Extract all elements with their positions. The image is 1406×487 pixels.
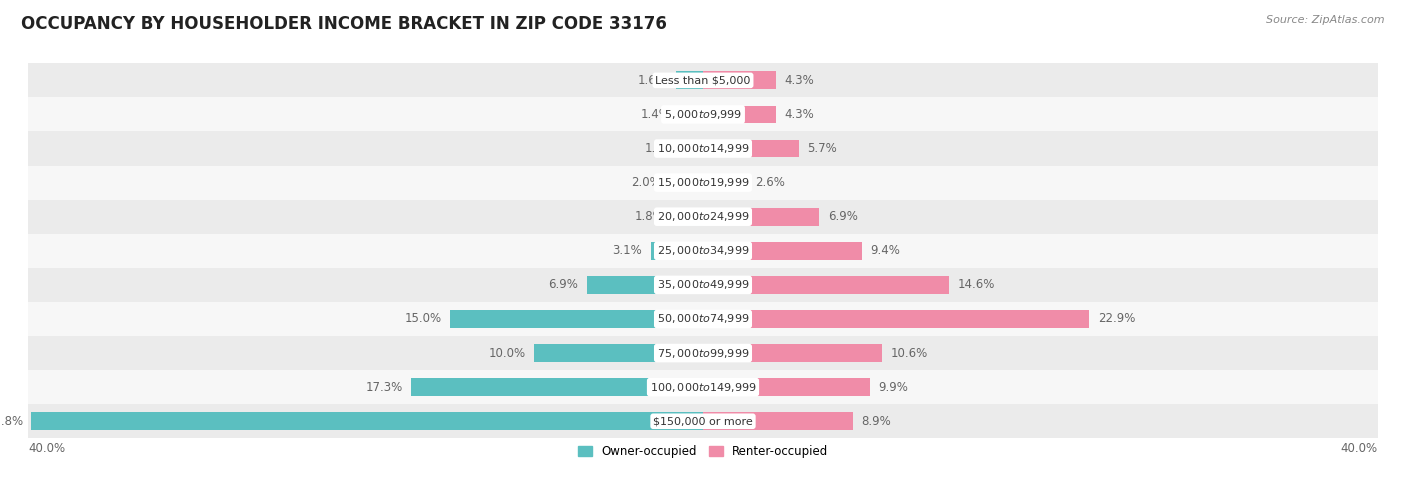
Text: 15.0%: 15.0% bbox=[405, 313, 441, 325]
Text: $20,000 to $24,999: $20,000 to $24,999 bbox=[657, 210, 749, 223]
Text: 2.6%: 2.6% bbox=[755, 176, 785, 189]
Bar bbox=[28, 404, 1378, 438]
Bar bbox=[679, 106, 703, 123]
Text: 6.9%: 6.9% bbox=[548, 279, 578, 291]
Bar bbox=[703, 72, 776, 89]
Legend: Owner-occupied, Renter-occupied: Owner-occupied, Renter-occupied bbox=[572, 440, 834, 462]
Bar bbox=[703, 276, 949, 294]
Bar bbox=[28, 200, 1378, 234]
Bar bbox=[534, 344, 703, 362]
Bar bbox=[703, 242, 862, 260]
Bar bbox=[683, 140, 703, 157]
Text: 1.8%: 1.8% bbox=[634, 210, 664, 223]
Text: $35,000 to $49,999: $35,000 to $49,999 bbox=[657, 279, 749, 291]
Text: 9.9%: 9.9% bbox=[879, 381, 908, 393]
Bar bbox=[703, 344, 882, 362]
Bar bbox=[672, 208, 703, 225]
Bar bbox=[651, 242, 703, 260]
Bar bbox=[586, 276, 703, 294]
Text: 39.8%: 39.8% bbox=[0, 415, 22, 428]
Bar bbox=[28, 234, 1378, 268]
Text: $75,000 to $99,999: $75,000 to $99,999 bbox=[657, 347, 749, 359]
Bar bbox=[28, 302, 1378, 336]
Text: $150,000 or more: $150,000 or more bbox=[654, 416, 752, 426]
Bar bbox=[28, 166, 1378, 200]
Text: 14.6%: 14.6% bbox=[957, 279, 995, 291]
Text: 3.1%: 3.1% bbox=[613, 244, 643, 257]
Text: 6.9%: 6.9% bbox=[828, 210, 858, 223]
Text: 17.3%: 17.3% bbox=[366, 381, 402, 393]
Text: 1.2%: 1.2% bbox=[644, 142, 675, 155]
Text: 22.9%: 22.9% bbox=[1098, 313, 1135, 325]
Text: $100,000 to $149,999: $100,000 to $149,999 bbox=[650, 381, 756, 393]
Bar bbox=[703, 378, 870, 396]
Bar bbox=[411, 378, 703, 396]
Text: 5.7%: 5.7% bbox=[807, 142, 838, 155]
Text: $5,000 to $9,999: $5,000 to $9,999 bbox=[664, 108, 742, 121]
Bar bbox=[669, 174, 703, 191]
Bar bbox=[703, 140, 799, 157]
Text: $10,000 to $14,999: $10,000 to $14,999 bbox=[657, 142, 749, 155]
Text: 9.4%: 9.4% bbox=[870, 244, 900, 257]
Bar bbox=[28, 268, 1378, 302]
Text: 40.0%: 40.0% bbox=[1341, 442, 1378, 455]
Text: 1.6%: 1.6% bbox=[638, 74, 668, 87]
Bar bbox=[28, 131, 1378, 166]
Text: 4.3%: 4.3% bbox=[785, 108, 814, 121]
Text: 1.4%: 1.4% bbox=[641, 108, 671, 121]
Bar bbox=[703, 310, 1090, 328]
Text: OCCUPANCY BY HOUSEHOLDER INCOME BRACKET IN ZIP CODE 33176: OCCUPANCY BY HOUSEHOLDER INCOME BRACKET … bbox=[21, 15, 666, 33]
Bar bbox=[28, 336, 1378, 370]
Bar bbox=[28, 97, 1378, 131]
Bar bbox=[703, 174, 747, 191]
Bar bbox=[703, 412, 853, 430]
Bar bbox=[31, 412, 703, 430]
Text: $15,000 to $19,999: $15,000 to $19,999 bbox=[657, 176, 749, 189]
Bar bbox=[28, 63, 1378, 97]
Text: $50,000 to $74,999: $50,000 to $74,999 bbox=[657, 313, 749, 325]
Text: Less than $5,000: Less than $5,000 bbox=[655, 75, 751, 85]
Text: 10.0%: 10.0% bbox=[489, 347, 526, 359]
Text: Source: ZipAtlas.com: Source: ZipAtlas.com bbox=[1267, 15, 1385, 25]
Text: 10.6%: 10.6% bbox=[890, 347, 928, 359]
Bar bbox=[450, 310, 703, 328]
Text: 2.0%: 2.0% bbox=[631, 176, 661, 189]
Bar bbox=[703, 106, 776, 123]
Bar bbox=[28, 370, 1378, 404]
Bar bbox=[676, 72, 703, 89]
Text: $25,000 to $34,999: $25,000 to $34,999 bbox=[657, 244, 749, 257]
Text: 4.3%: 4.3% bbox=[785, 74, 814, 87]
Text: 40.0%: 40.0% bbox=[28, 442, 65, 455]
Bar bbox=[703, 208, 820, 225]
Text: 8.9%: 8.9% bbox=[862, 415, 891, 428]
